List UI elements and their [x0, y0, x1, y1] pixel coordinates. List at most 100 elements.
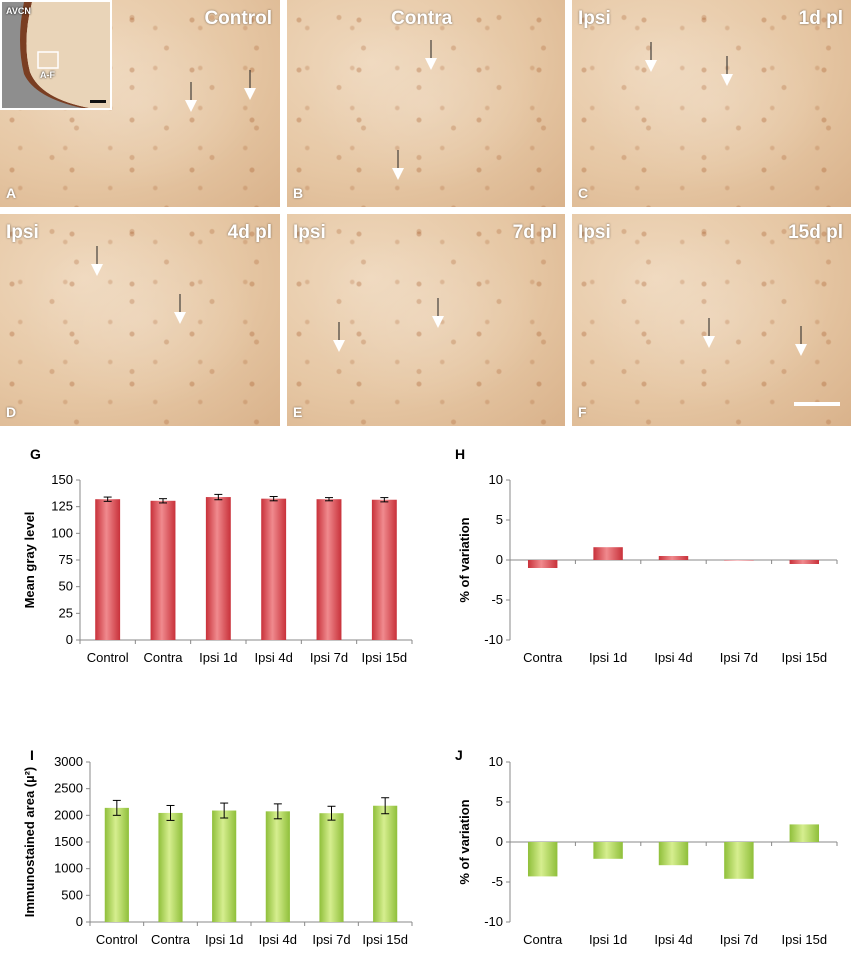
x-tick-label: Contra	[523, 650, 563, 665]
chart-letter-j: J	[455, 747, 463, 763]
inset-label-avcn: AVCN	[6, 6, 31, 16]
micrograph-panel-f: Ipsi 15d pl F	[572, 214, 851, 426]
overview-inset: AVCN A-F	[0, 0, 112, 110]
panel-condition-label: Contra	[391, 8, 453, 29]
y-axis-label: Immunostained area (µ²)	[22, 767, 37, 918]
arrow-icon	[703, 318, 715, 348]
panel-condition-label: Control	[204, 8, 272, 29]
x-tick-label: Ipsi 15d	[782, 650, 828, 665]
panel-letter: E	[293, 404, 303, 420]
y-tick-label: 0	[76, 914, 83, 929]
panel-side-label: Ipsi	[578, 222, 611, 243]
x-tick-label: Ipsi 7d	[310, 650, 348, 665]
bar	[95, 499, 121, 640]
bar	[658, 842, 689, 866]
x-tick-label: Ipsi 15d	[362, 650, 408, 665]
x-tick-label: Ipsi 15d	[362, 932, 408, 947]
y-tick-label: -10	[484, 914, 503, 929]
chart-area-variation: -10 -5 0 5 10 Contra Ipsi 1d Ipsi 4d Ipsi 7d Ipsi…	[457, 754, 838, 947]
x-tick-label: Contra	[151, 932, 191, 947]
bar	[212, 810, 237, 922]
x-tick-label: Ipsi 15d	[782, 932, 828, 947]
y-tick-label: 500	[61, 887, 83, 902]
tissue-texture	[287, 214, 565, 426]
y-tick-label: 2000	[54, 807, 83, 822]
arrow-icon	[185, 82, 197, 112]
y-axis-label: % of variation	[457, 517, 472, 602]
panel-letter: B	[293, 185, 304, 201]
scale-bar	[794, 402, 840, 406]
y-tick-label: 25	[59, 605, 73, 620]
bar	[724, 842, 754, 879]
chart-gray-variation: -10 -5 0 5 10 Contra Ipsi 1d Ipsi 4d Ipsi 7d Ipsi…	[457, 472, 838, 665]
y-tick-label: 10	[489, 472, 503, 487]
x-tick-label: Ipsi 7d	[720, 650, 758, 665]
bar	[373, 805, 398, 922]
x-tick-label: Ipsi 4d	[654, 932, 692, 947]
x-tick-label: Ipsi 7d	[720, 932, 758, 947]
arrow-icon	[244, 70, 256, 100]
x-tick-label: Control	[96, 932, 138, 947]
y-tick-label: 0	[496, 834, 503, 849]
bar	[527, 842, 558, 877]
chart-mean-gray-level: 0 25 50 75 100 125 150 Control Contra Ipsi 1d Ipsi…	[22, 472, 413, 665]
micrograph-panel-d: Ipsi 4d pl D	[0, 214, 280, 426]
panel-side-label: Ipsi	[578, 8, 611, 29]
tissue-texture	[572, 0, 851, 207]
y-tick-label: 5	[496, 512, 503, 527]
bar	[724, 560, 754, 561]
y-tick-label: 10	[489, 754, 503, 769]
y-tick-label: 125	[51, 499, 73, 514]
bar	[789, 824, 820, 842]
panel-condition-label: 4d pl	[227, 222, 272, 243]
chart-immunostained-area: 0 500 1000 1500 2000 2500 3000 Control Contra Ips…	[22, 754, 413, 947]
panel-condition-label: 7d pl	[512, 222, 557, 243]
arrow-icon	[91, 246, 103, 276]
bar	[265, 811, 290, 922]
y-tick-label: 1000	[54, 861, 83, 876]
tissue-texture	[287, 0, 565, 207]
panel-condition-label: 1d pl	[798, 8, 843, 29]
arrow-icon	[645, 42, 657, 72]
x-tick-label: Ipsi 1d	[205, 932, 243, 947]
micrograph-panel-b: Contra B	[287, 0, 565, 207]
y-tick-label: 50	[59, 579, 73, 594]
bar	[150, 500, 176, 640]
y-tick-label: 3000	[54, 754, 83, 769]
arrow-icon	[795, 326, 807, 356]
y-tick-label: 100	[51, 525, 73, 540]
arrow-icon	[432, 298, 444, 328]
micrograph-panel-a: AVCN A-F Control A	[0, 0, 280, 207]
bar	[104, 807, 129, 922]
y-tick-label: 5	[496, 794, 503, 809]
bar	[371, 499, 397, 640]
y-tick-label: 2500	[54, 781, 83, 796]
y-tick-label: 150	[51, 472, 73, 487]
arrow-icon	[721, 56, 733, 86]
chart-letter-g: G	[30, 446, 41, 462]
x-tick-label: Control	[87, 650, 129, 665]
inset-region-box	[37, 51, 59, 69]
panel-side-label: Ipsi	[293, 222, 326, 243]
x-tick-label: Contra	[143, 650, 183, 665]
y-tick-label: -10	[484, 632, 503, 647]
y-tick-label: 1500	[54, 834, 83, 849]
tissue-texture	[0, 214, 280, 426]
inset-label-region: A-F	[40, 70, 55, 80]
tissue-texture	[572, 214, 851, 426]
inset-drawing	[2, 2, 110, 108]
panel-letter: F	[578, 404, 587, 420]
bar	[319, 813, 344, 922]
bar	[593, 842, 623, 859]
y-tick-label: 0	[66, 632, 73, 647]
chart-letter-h: H	[455, 446, 466, 462]
micrograph-panel-e: Ipsi 7d pl E	[287, 214, 565, 426]
x-tick-label: Ipsi 1d	[199, 650, 237, 665]
arrow-icon	[425, 40, 437, 70]
bar	[316, 499, 342, 640]
micrograph-panel-c: Ipsi 1d pl C	[572, 0, 851, 207]
x-tick-label: Contra	[523, 932, 563, 947]
y-tick-label: 0	[496, 552, 503, 567]
arrow-icon	[174, 294, 186, 324]
arrow-icon	[333, 322, 345, 352]
